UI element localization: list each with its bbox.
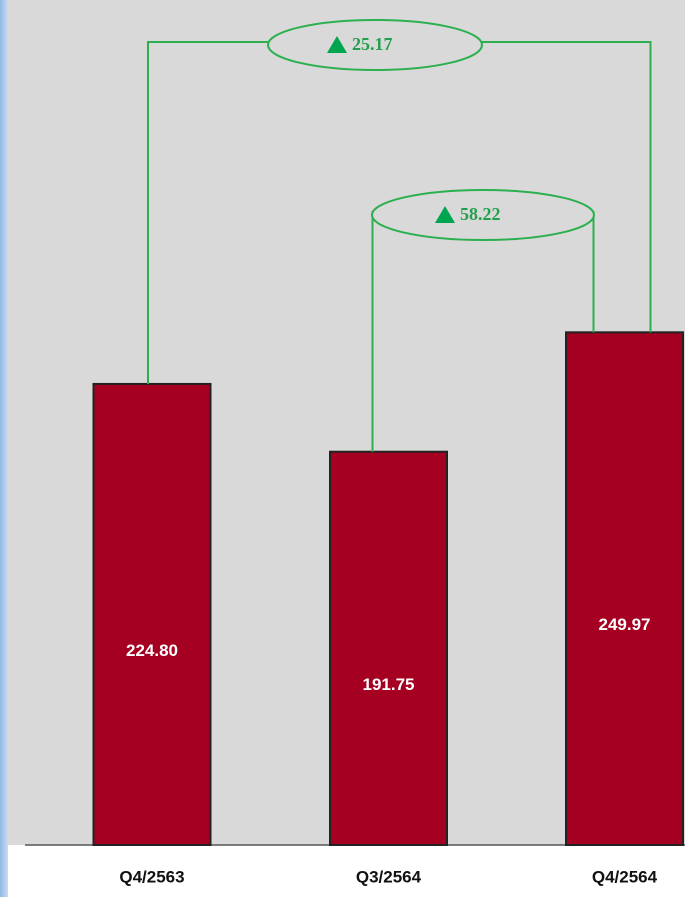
bar xyxy=(329,450,448,846)
bar xyxy=(565,331,684,847)
up-arrow xyxy=(435,206,455,223)
up-arrow xyxy=(327,36,347,53)
x-tick-label: Q4/2564 xyxy=(592,867,658,886)
data-label: 191.75 xyxy=(363,675,415,694)
data-label: 249.97 xyxy=(599,615,651,634)
annotation-label: 58.22 xyxy=(460,204,501,224)
bar xyxy=(92,382,212,846)
x-tick-label: Q4/2563 xyxy=(119,867,184,886)
x-tick-label: Q3/2564 xyxy=(356,867,422,886)
annotation-label: 25.17 xyxy=(352,34,393,54)
data-label: 224.80 xyxy=(126,641,178,660)
annotation-bubble xyxy=(371,189,595,241)
annotation-bubble xyxy=(267,19,483,71)
side-strip xyxy=(0,0,8,897)
